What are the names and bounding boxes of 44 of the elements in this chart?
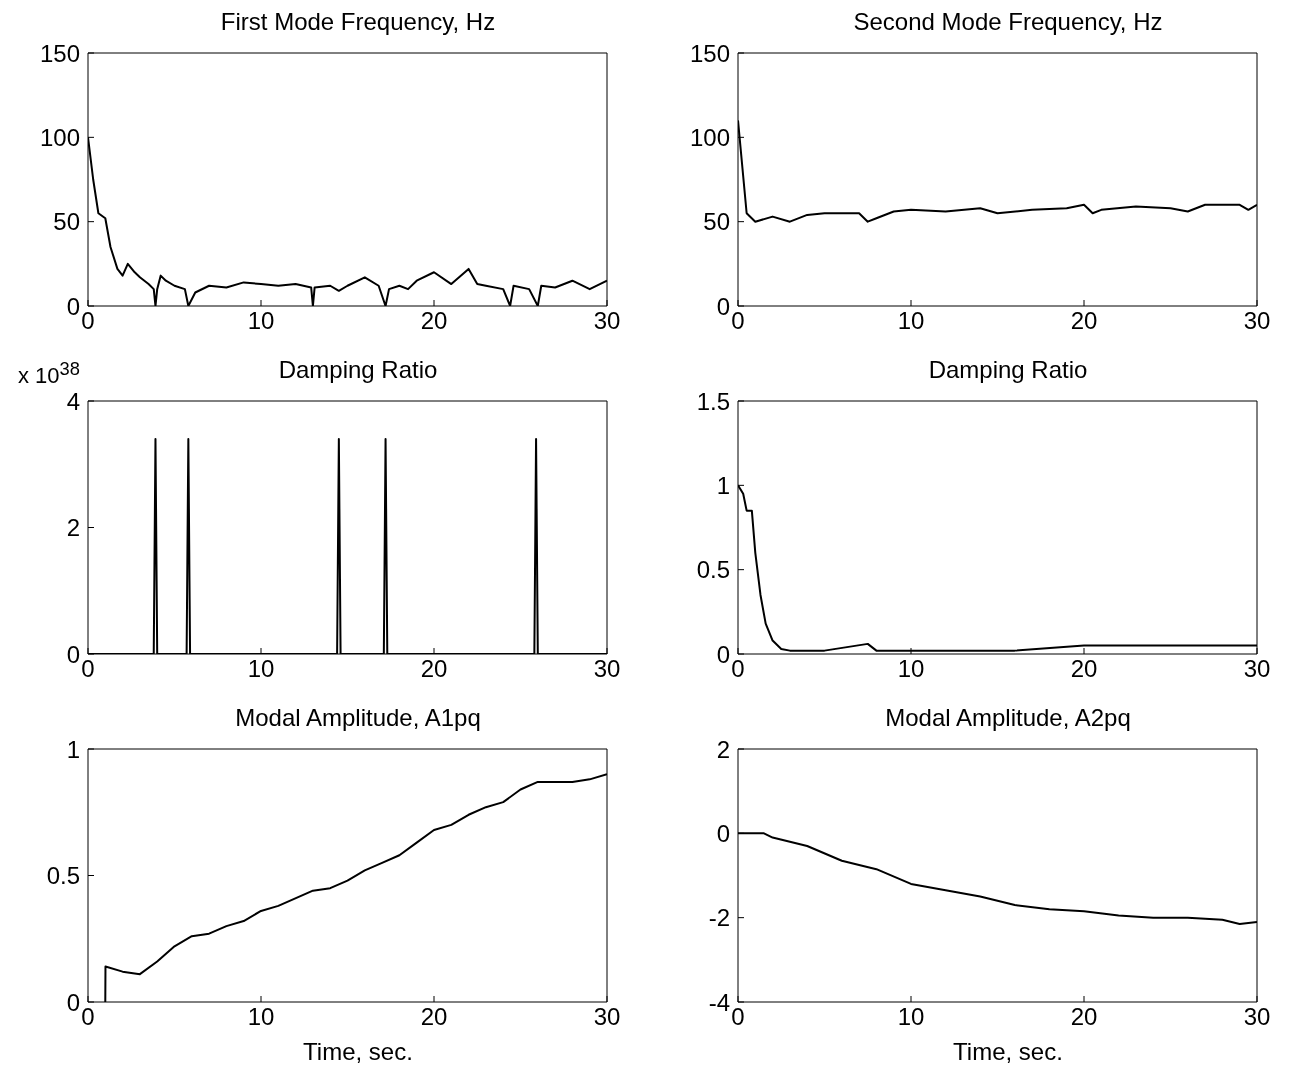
y-tick-label: 2 bbox=[66, 514, 80, 542]
x-tick-label: 20 bbox=[420, 307, 448, 335]
y-tick-label: 1.5 bbox=[696, 387, 730, 415]
y-tick-label: -2 bbox=[708, 904, 730, 932]
y-tick-label: 2 bbox=[716, 735, 730, 763]
y-tick-label: 1 bbox=[716, 471, 730, 499]
y-tick-label: 50 bbox=[703, 208, 730, 236]
x-tick-label: 20 bbox=[420, 1003, 448, 1031]
text: x 10$^{38}$ bbox=[18, 358, 80, 390]
x-tick-label: 30 bbox=[593, 655, 621, 683]
x-tick-label: 30 bbox=[1243, 1003, 1271, 1031]
x-tick-label: 20 bbox=[1070, 307, 1098, 335]
chart-title: Damping Ratio bbox=[928, 356, 1088, 383]
x-tick-label: 10 bbox=[897, 655, 925, 683]
y-tick-label: -4 bbox=[708, 988, 730, 1016]
x-tick-label: 10 bbox=[897, 307, 925, 335]
x-tick-label: 20 bbox=[420, 655, 448, 683]
chart-title: Second Mode Frequency, Hz bbox=[853, 8, 1163, 35]
x-tick-label: 10 bbox=[897, 1003, 925, 1031]
x-axis-title: Time, sec. bbox=[302, 1038, 414, 1066]
y-tick-label: 1 bbox=[66, 735, 80, 763]
chart-title: First Mode Frequency, Hz bbox=[220, 8, 496, 35]
y-tick-label: 0.5 bbox=[696, 556, 730, 584]
y-tick-label: 0.5 bbox=[46, 862, 80, 890]
x-tick-label: 30 bbox=[593, 307, 621, 335]
y-tick-label: 150 bbox=[39, 39, 80, 67]
x-tick-label: 10 bbox=[247, 1003, 275, 1031]
y-tick-label: 150 bbox=[689, 39, 730, 67]
y-tick-label: 0 bbox=[716, 819, 730, 847]
x-tick-label: 10 bbox=[247, 307, 275, 335]
y-tick-label: 50 bbox=[53, 208, 80, 236]
x-tick-label: 30 bbox=[1243, 655, 1271, 683]
x-tick-label: 20 bbox=[1070, 1003, 1098, 1031]
x-tick-label: 30 bbox=[593, 1003, 621, 1031]
chart-title: Modal Amplitude, A2pq bbox=[885, 704, 1131, 731]
y-tick-label: 4 bbox=[66, 387, 80, 415]
chart-title: Damping Ratio bbox=[278, 356, 438, 383]
x-tick-label: 10 bbox=[247, 655, 275, 683]
y-tick-label: 100 bbox=[39, 123, 80, 151]
x-tick-label: 20 bbox=[1070, 655, 1098, 683]
x-axis-title: Time, sec. bbox=[952, 1038, 1064, 1066]
y-tick-label: 100 bbox=[689, 123, 730, 151]
chart-title: Modal Amplitude, A1pq bbox=[235, 704, 481, 731]
x-tick-label: 30 bbox=[1243, 307, 1271, 335]
